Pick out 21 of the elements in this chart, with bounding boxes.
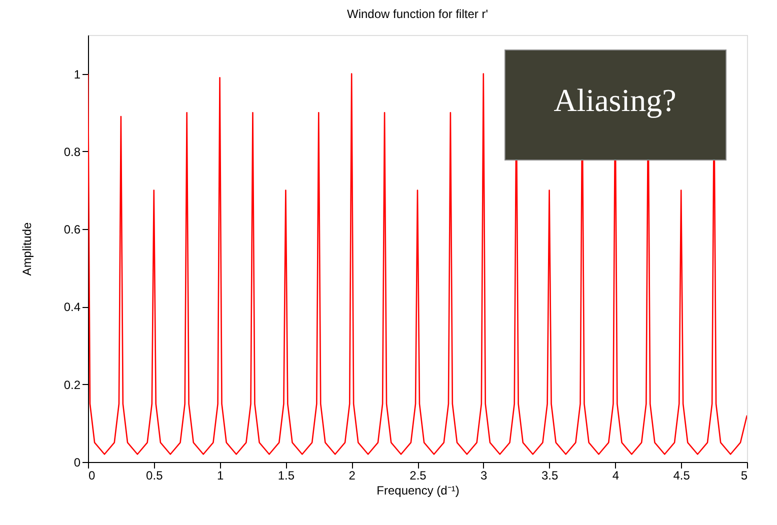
x-axis-title: Frequency (d⁻¹) [376,484,460,498]
x-tick-label: 2.5 [410,468,427,482]
y-tick-label: 1 [74,67,81,82]
y-tick-label: 0.4 [64,300,81,314]
y-axis-title: Amplitude [20,222,34,276]
annotation: Aliasing? [554,82,676,118]
x-tick-label: 3.5 [541,468,558,482]
x-tick-label: 4 [612,468,620,482]
x-tick-label: 4.5 [673,468,690,482]
x-tick-label: 3 [480,468,488,482]
x-tick-label: 0 [88,468,96,482]
y-tick-label: 0.8 [64,144,81,159]
x-tick-label: 2 [348,468,356,482]
chart-title: Window function for filter r' [346,7,488,21]
x-tick-label: 1 [216,468,224,482]
x-tick-label: 5 [740,468,748,482]
y-tick-label: 0.6 [64,222,81,237]
x-tick-label: 0.5 [146,468,164,482]
x-tick-label: 1.5 [278,468,295,482]
y-tick-label: 0 [74,456,81,470]
y-tick-label: 0.2 [64,378,81,392]
